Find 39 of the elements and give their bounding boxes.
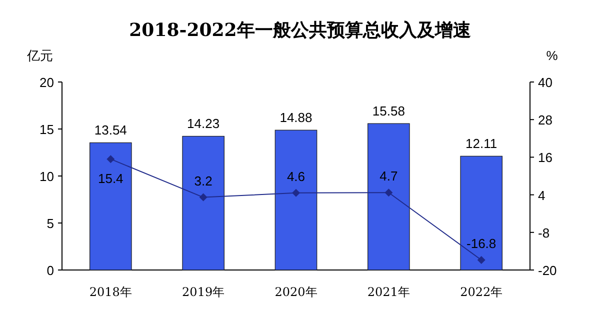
data-label: 14.23 [187,116,220,132]
data-label: -16.8 [466,236,496,251]
data-label: 4.7 [380,168,398,184]
data-label: 12.11 [466,136,498,152]
y2-axis-title: % [546,48,558,63]
bar [460,156,502,270]
point [199,193,208,202]
x-tick-label: 2022年 [460,285,503,299]
y-tick-label: 10 [40,169,54,184]
y2-tick-label: -8 [538,225,550,240]
data-label: 15.58 [372,104,405,119]
y-axis-title: 亿元 [26,48,53,63]
y2-tick-label: 40 [538,75,552,90]
x-tick-label: 2021年 [367,285,410,299]
data-label: 13.54 [94,122,127,138]
bar [274,130,318,270]
y-tick-label: 0 [46,263,54,278]
chart-title: 2018-2022年一般公共预算总收入及增速 [129,20,471,41]
point [292,188,300,197]
y2-tick-label: -20 [538,263,557,278]
data-label: 14.88 [280,110,312,126]
data-label: 4.6 [286,168,306,184]
y2-tick-label: 4 [538,188,546,203]
x-tick-label: 2018年 [89,285,132,299]
bar [90,142,132,270]
y-tick-label: 5 [46,216,54,231]
y2-tick-label: 28 [538,112,552,128]
y-tick-label: 20 [40,75,54,90]
y2-tick-label: 16 [538,150,552,166]
bar [368,123,410,270]
x-tick-label: 2020年 [274,285,318,299]
point [384,188,393,197]
point [477,256,486,264]
point [106,155,115,164]
bar [182,136,224,270]
x-tick-label: 2019年 [182,285,225,299]
data-label: 15.4 [98,171,124,186]
data-label: 3.2 [194,173,212,188]
y-tick-label: 15 [40,122,54,137]
